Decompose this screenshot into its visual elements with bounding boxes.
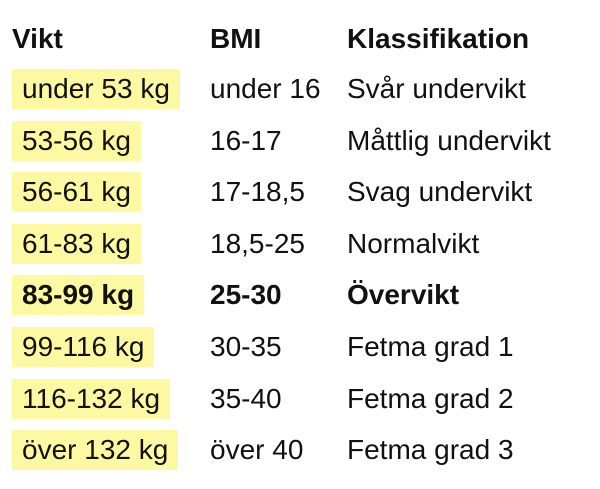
weight-cell: 83-99 kg xyxy=(12,275,145,316)
bmi-cell: 35-40 xyxy=(210,382,282,414)
bmi-cell: 16-17 xyxy=(210,124,282,156)
weight-cell: 56-61 kg xyxy=(12,172,141,213)
class-cell: Måttlig undervikt xyxy=(347,124,551,156)
bmi-cell: 18,5-25 xyxy=(210,227,305,259)
weight-cell: 116-132 kg xyxy=(12,378,171,419)
column-header: Klassifikation xyxy=(347,23,530,54)
class-cell: Svår undervikt xyxy=(347,73,526,104)
class-cell: Fetma grad 2 xyxy=(347,382,514,414)
class-cell: Övervikt xyxy=(347,279,460,311)
bmi-cell: under 16 xyxy=(210,73,321,104)
weight-cell: 61-83 kg xyxy=(12,223,141,264)
bmi-cell: 17-18,5 xyxy=(210,176,305,208)
bmi-cell: 30-35 xyxy=(210,331,282,362)
bmi-cell: över 40 xyxy=(210,434,304,466)
column-header: BMI xyxy=(210,23,262,54)
weight-cell: 99-116 kg xyxy=(12,327,155,367)
class-cell: Svag undervikt xyxy=(347,176,533,208)
column-header: Vikt xyxy=(12,23,63,54)
class-cell: Fetma grad 1 xyxy=(347,331,514,362)
class-cell: Normalvikt xyxy=(347,227,480,259)
weight-cell: över 132 kg xyxy=(12,430,179,471)
weight-cell: under 53 kg xyxy=(12,69,180,109)
class-cell: Fetma grad 3 xyxy=(347,434,514,466)
bmi-cell: 25-30 xyxy=(210,279,282,311)
weight-cell: 53-56 kg xyxy=(12,120,141,161)
